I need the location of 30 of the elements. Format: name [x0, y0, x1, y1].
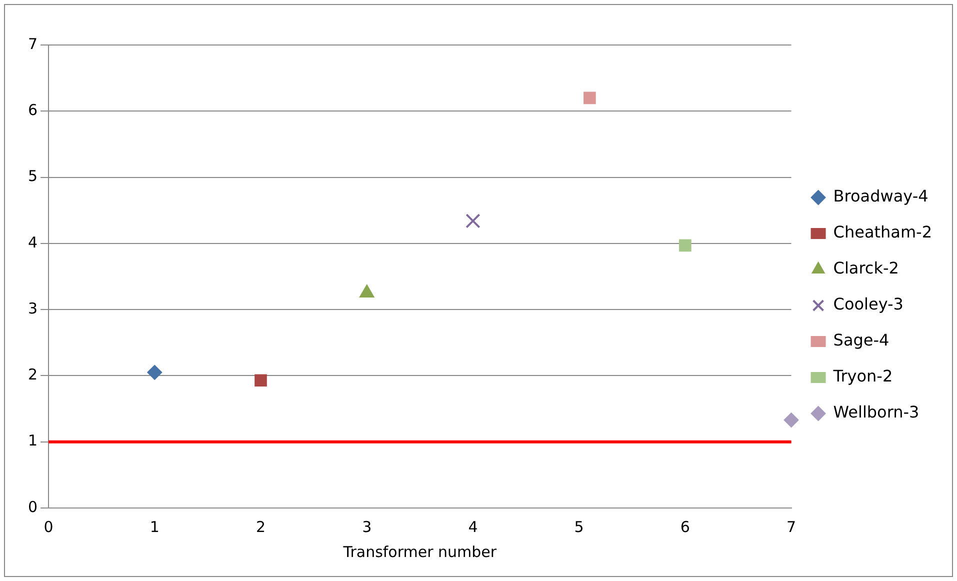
point — [466, 214, 480, 228]
point — [679, 239, 692, 252]
x-tick-label: 6 — [680, 518, 690, 536]
legend-label: Cheatham-2 — [833, 222, 932, 242]
y-tick-label: 3 — [28, 299, 38, 318]
x-tick-label: 5 — [574, 518, 584, 536]
legend-label: Cooley-3 — [833, 294, 904, 314]
legend-label: Wellborn-3 — [833, 402, 920, 422]
y-tick-label: 4 — [28, 233, 38, 252]
y-tick-label: 1 — [28, 432, 38, 450]
y-tick-label: 5 — [28, 167, 38, 186]
y-tick-label: 0 — [28, 498, 38, 516]
y-tick-label: 7 — [28, 34, 38, 53]
x-tick-label: 0 — [44, 518, 54, 536]
point — [147, 364, 162, 380]
x-axis-title: Transformer number — [342, 542, 498, 561]
y-tick-label: 6 — [28, 101, 38, 120]
legend-label: Clarck-2 — [833, 258, 899, 278]
x-tick-label: 1 — [150, 518, 160, 536]
legend-label: Sage-4 — [833, 330, 890, 350]
legend-label: Broadway-4 — [833, 186, 928, 206]
point — [584, 92, 596, 104]
point — [254, 374, 267, 386]
x-tick-label: 3 — [362, 518, 372, 536]
y-tick-label: 2 — [28, 366, 38, 384]
x-tick-label: 7 — [786, 518, 796, 536]
x-tick-label: 4 — [468, 518, 478, 536]
point — [784, 412, 799, 428]
legend-label: Tryon-2 — [832, 366, 893, 386]
x-tick-label: 2 — [256, 518, 266, 536]
